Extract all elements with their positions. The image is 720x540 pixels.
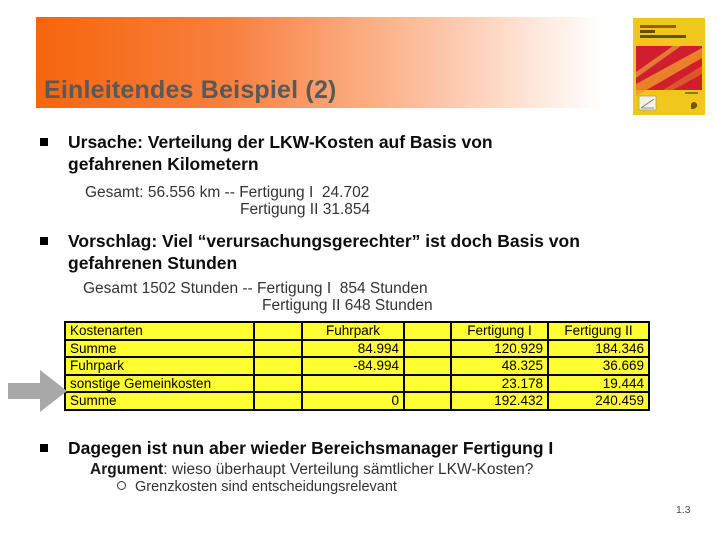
cover-text-line xyxy=(640,30,655,33)
bullet-text: Ursache: Verteilung der LKW-Kosten auf B… xyxy=(68,132,493,174)
argument-label: Argument xyxy=(90,461,164,478)
textbook-cover-logo xyxy=(633,18,705,115)
bullet-ursache: Ursache: Verteilung der LKW-Kosten auf B… xyxy=(40,131,573,175)
argument-line: Argument: wieso überhaupt Verteilung säm… xyxy=(90,461,533,478)
sub-bullet-grenzkosten: Grenzkosten sind entscheidungsrelevant xyxy=(117,479,397,495)
publisher-mark xyxy=(691,102,698,109)
cell: 0 xyxy=(301,391,405,411)
sub-bullet-text: Grenzkosten sind entscheidungsrelevant xyxy=(135,479,397,495)
bullet-dagegen: Dagegen ist nun aber wieder Bereichsmana… xyxy=(40,437,708,459)
col-header xyxy=(253,321,303,341)
col-header xyxy=(403,321,452,341)
col-header: Kostenarten xyxy=(64,321,255,341)
cell: -84.994 xyxy=(301,356,405,376)
cover-text-line xyxy=(640,35,686,38)
note-stunden-line1: Gesamt 1502 Stunden -- Fertigung I 854 S… xyxy=(83,280,428,297)
cell: sonstige Gemeinkosten xyxy=(64,373,255,394)
cost-table: Kostenarten Fuhrpark Fertigung I Fertigu… xyxy=(64,321,650,411)
cell: Fuhrpark xyxy=(64,356,255,376)
page-number: 1.3 xyxy=(676,504,691,516)
circle-bullet-icon xyxy=(117,481,126,490)
page-title: Einleitendes Beispiel (2) xyxy=(44,76,337,104)
note-km-line2: Fertigung II 31.854 xyxy=(240,201,371,218)
col-header: Fertigung II xyxy=(547,321,650,341)
cell: 120.929 xyxy=(450,338,549,359)
cell xyxy=(253,391,303,411)
table-row: Fuhrpark -84.994 48.325 36.669 xyxy=(64,356,650,376)
cover-text-line xyxy=(640,25,676,28)
square-bullet-icon xyxy=(40,138,48,146)
note-stunden-line2: Fertigung II 648 Stunden xyxy=(262,297,433,314)
square-bullet-icon xyxy=(40,237,48,245)
cell xyxy=(253,356,303,376)
cell xyxy=(253,338,303,359)
table-row: Summe 84.994 120.929 184.346 xyxy=(64,338,650,359)
cell xyxy=(403,373,452,394)
cell xyxy=(403,356,452,376)
col-header: Fuhrpark xyxy=(301,321,405,341)
table-header-row: Kostenarten Fuhrpark Fertigung I Fertigu… xyxy=(64,321,650,341)
square-bullet-icon xyxy=(40,444,48,452)
cell xyxy=(403,391,452,411)
cell: 48.325 xyxy=(450,356,549,376)
cell: 23.178 xyxy=(450,373,549,394)
note-km-line1: Gesamt: 56.556 km -- Fertigung I 24.702 xyxy=(85,184,370,201)
cell xyxy=(301,373,405,394)
cell: Summe xyxy=(64,391,255,411)
col-header: Fertigung I xyxy=(450,321,549,341)
right-arrow-icon xyxy=(8,370,67,412)
cell xyxy=(253,373,303,394)
cell: 36.669 xyxy=(547,356,650,376)
cell: Summe xyxy=(64,338,255,359)
cell: 240.459 xyxy=(547,391,650,411)
bullet-vorschlag: Vorschlag: Viel “verursachungsgerechter”… xyxy=(40,230,663,274)
cell: 84.994 xyxy=(301,338,405,359)
cell xyxy=(403,338,452,359)
bullet-text: Dagegen ist nun aber wieder Bereichsmana… xyxy=(68,438,554,458)
cell: 192.432 xyxy=(450,391,549,411)
argument-text: : wieso überhaupt Verteilung sämtlicher … xyxy=(163,461,534,478)
cell: 184.346 xyxy=(547,338,650,359)
table-row: sonstige Gemeinkosten 23.178 19.444 xyxy=(64,373,650,394)
cell: 19.444 xyxy=(547,373,650,394)
table-row: Summe 0 192.432 240.459 xyxy=(64,391,650,411)
title-bar: Einleitendes Beispiel (2) xyxy=(36,17,666,108)
bullet-text: Vorschlag: Viel “verursachungsgerechter”… xyxy=(68,231,580,273)
